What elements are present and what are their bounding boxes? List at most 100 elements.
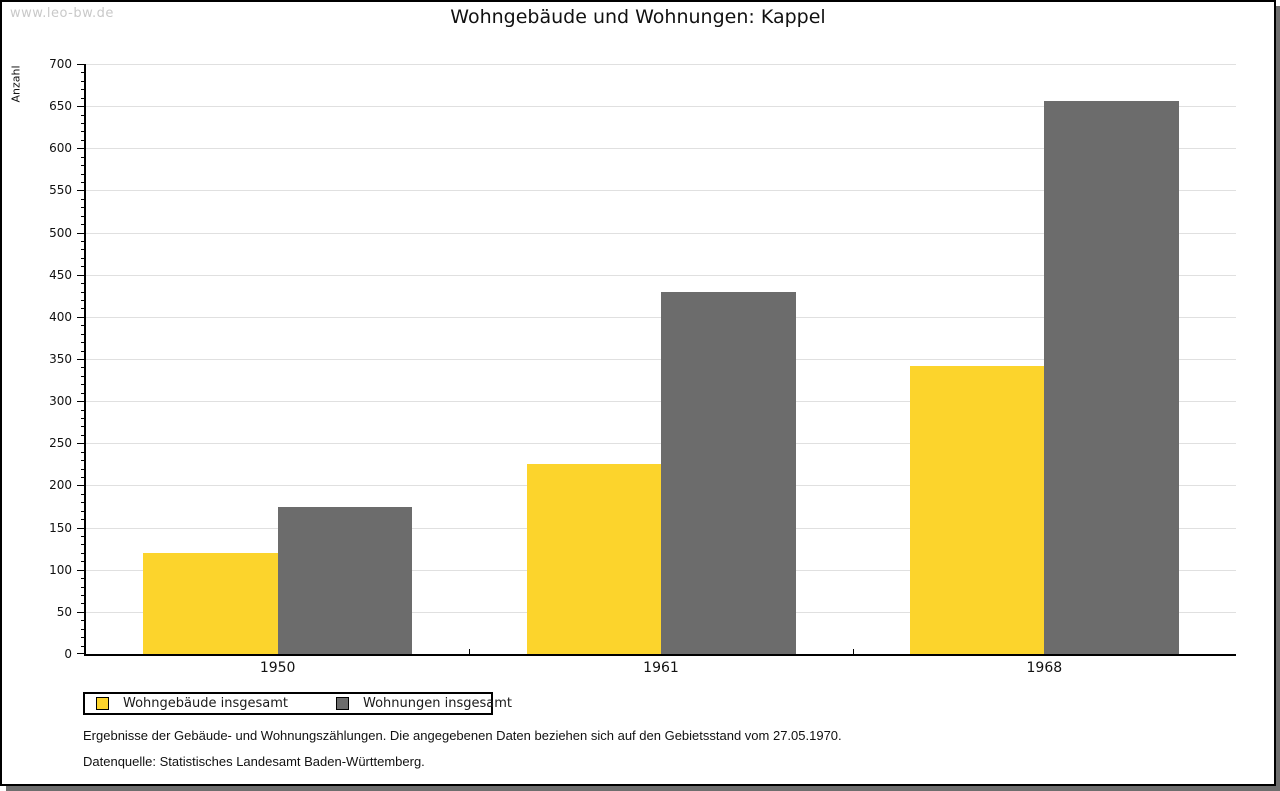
- legend-item-wohnungen: Wohnungen insgesamt: [336, 696, 512, 711]
- y-minor-tick: [81, 460, 85, 462]
- legend: Wohngebäude insgesamt Wohnungen insgesam…: [83, 692, 512, 715]
- y-minor-tick: [81, 342, 85, 344]
- y-tick-label: 450: [49, 267, 72, 282]
- y-tick-label: 50: [56, 604, 72, 619]
- y-major-tick: [77, 443, 85, 445]
- y-minor-tick: [81, 493, 85, 495]
- y-minor-tick: [81, 418, 85, 419]
- gridline: [86, 64, 1236, 65]
- y-minor-tick: [81, 249, 85, 251]
- gridline: [86, 274, 1236, 276]
- y-minor-tick: [81, 173, 85, 175]
- plot-area: 0 50 100 150 200 250 300 350 400 450 500 550 600 650 7…: [49, 57, 1236, 676]
- y-tick-label: 400: [49, 309, 72, 324]
- y-minor-tick: [81, 114, 85, 116]
- y-tick-label: 350: [49, 352, 72, 366]
- y-minor-tick: [81, 72, 85, 74]
- x-tick-label: 1950: [259, 660, 296, 676]
- x-tick-label: 1961: [643, 660, 679, 676]
- y-major-tick: [77, 316, 85, 318]
- y-minor-tick: [81, 384, 85, 386]
- y-tick-label: 200: [49, 478, 72, 493]
- y-minor-tick: [81, 451, 85, 453]
- y-minor-tick: [81, 182, 85, 183]
- y-minor-tick: [81, 561, 85, 563]
- bar-wohnungen-1950: [277, 506, 413, 654]
- y-tick-label: 550: [49, 183, 72, 198]
- y-tick-label: 100: [49, 562, 72, 577]
- bar-wohnungen-1968: [1044, 101, 1179, 654]
- y-minor-tick: [81, 620, 85, 622]
- y-minor-tick: [81, 552, 85, 554]
- y-minor-tick: [81, 215, 85, 217]
- bar-wohnungen-1961: [661, 292, 796, 654]
- gridline: [86, 190, 1236, 192]
- y-minor-tick: [81, 586, 85, 588]
- y-axis-title: Anzahl: [9, 65, 23, 103]
- y-tick-label: 500: [49, 225, 72, 240]
- watermark-url: www.leo-bw.de: [10, 6, 114, 21]
- y-major-tick: [77, 527, 85, 529]
- y-minor-tick: [81, 595, 85, 596]
- y-tick-label: 650: [49, 99, 72, 114]
- y-minor-tick: [81, 131, 85, 133]
- y-major-tick: [77, 359, 85, 360]
- y-tick-label: 300: [49, 394, 72, 409]
- y-major-tick: [77, 485, 85, 487]
- y-major-tick: [77, 64, 85, 65]
- y-major-tick: [77, 232, 85, 234]
- y-minor-tick: [81, 308, 85, 310]
- y-minor-tick: [81, 300, 85, 301]
- y-minor-tick: [81, 241, 85, 242]
- y-major-tick: [77, 190, 85, 192]
- y-major-tick: [77, 106, 85, 108]
- y-minor-tick: [81, 603, 85, 605]
- y-minor-tick: [81, 434, 85, 436]
- y-minor-tick: [81, 291, 85, 293]
- y-major-tick: [77, 274, 85, 276]
- chart-title: Wohngebäude und Wohnungen: Kappel: [450, 6, 826, 28]
- footnote-description: Ergebnisse der Gebäude- und Wohnungszähl…: [83, 728, 842, 743]
- legend-label: Wohnungen insgesamt: [363, 696, 512, 711]
- legend-label: Wohngebäude insgesamt: [123, 696, 288, 711]
- gridline: [86, 232, 1236, 234]
- bar-wohngebaeude-1968: [909, 365, 1045, 654]
- y-major-tick: [77, 401, 85, 403]
- bar-wohngebaeude-1950: [143, 552, 278, 654]
- y-tick-label: 700: [49, 57, 72, 71]
- y-minor-tick: [81, 510, 85, 512]
- y-major-tick: [77, 148, 85, 150]
- y-minor-tick: [81, 426, 85, 428]
- y-minor-tick: [81, 367, 85, 369]
- y-minor-tick: [81, 224, 85, 226]
- y-tick-label: 600: [49, 141, 72, 156]
- x-boundary-tick: [469, 649, 471, 654]
- y-minor-tick: [81, 156, 85, 158]
- gridline: [86, 106, 1236, 108]
- gridline: [86, 148, 1236, 150]
- y-minor-tick: [81, 89, 85, 91]
- y-minor-tick: [81, 325, 85, 327]
- legend-swatch-gray: [336, 697, 349, 710]
- y-major-tick: [77, 611, 85, 613]
- y-minor-tick: [81, 165, 85, 167]
- y-minor-tick: [81, 257, 85, 259]
- y-tick-label: 150: [49, 520, 72, 535]
- x-tick-label: 1968: [1026, 660, 1063, 676]
- y-minor-tick: [81, 97, 85, 99]
- y-minor-tick: [81, 283, 85, 285]
- y-minor-tick: [81, 333, 85, 335]
- y-minor-tick: [81, 578, 85, 580]
- y-minor-tick: [81, 628, 85, 630]
- footnote-source: Datenquelle: Statistisches Landesamt Bad…: [83, 754, 425, 769]
- y-minor-tick: [81, 350, 85, 352]
- y-minor-tick: [81, 544, 85, 546]
- legend-swatch-yellow: [96, 697, 109, 710]
- y-minor-tick: [81, 207, 85, 209]
- bar-wohngebaeude-1961: [526, 464, 661, 654]
- y-major-tick: [77, 653, 85, 654]
- y-minor-tick: [81, 392, 85, 394]
- y-minor-tick: [81, 409, 85, 411]
- y-tick-label: 0: [64, 647, 72, 661]
